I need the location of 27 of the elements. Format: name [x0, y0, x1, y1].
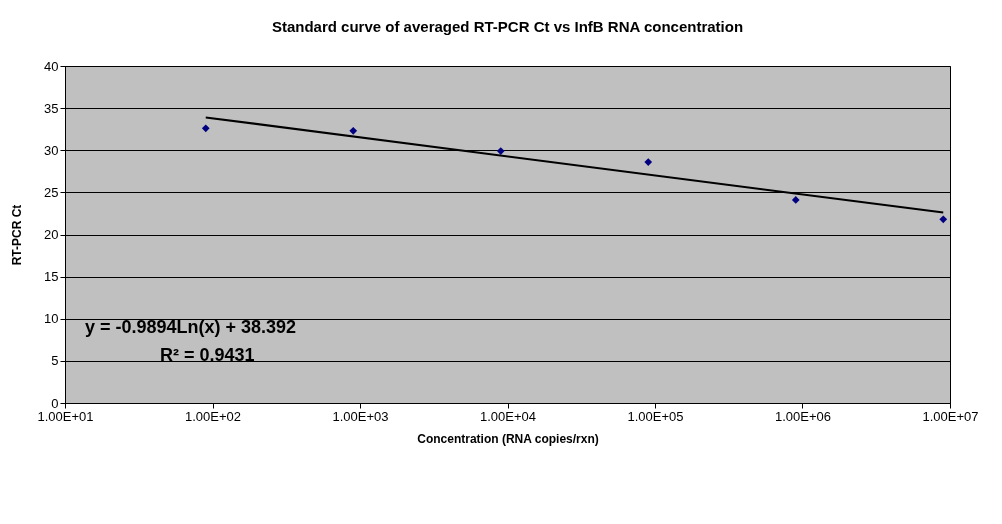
- annotation: R² = 0.9431: [160, 345, 255, 365]
- x-tick-label: 1.00E+01: [37, 408, 94, 424]
- y-tick-label: 10: [44, 311, 59, 327]
- y-tick-label: 25: [44, 184, 59, 200]
- point: [496, 147, 505, 155]
- y-axis-title: RT-PCR Ct: [10, 204, 25, 266]
- point: [791, 196, 800, 204]
- y-tick-label: 40: [44, 58, 59, 74]
- point: [201, 124, 210, 133]
- point: [349, 127, 358, 135]
- point: [939, 215, 948, 224]
- point: [644, 158, 653, 166]
- x-tick-label: 1.00E+02: [184, 408, 242, 424]
- annotation: y = -0.9894Ln(x) + 38.392: [85, 317, 297, 337]
- x-axis-title: Concentration (RNA copies/rxn): [417, 431, 599, 446]
- y-tick-label: 35: [44, 100, 59, 116]
- x-tick-label: 1.00E+06: [774, 408, 832, 424]
- y-tick-label: 5: [51, 353, 59, 369]
- y-tick-label: 15: [44, 269, 59, 285]
- y-tick-label: 0: [51, 395, 59, 411]
- y-tick-label: 20: [44, 227, 59, 242]
- x-tick-label: 1.00E+07: [922, 408, 979, 424]
- x-tick-label: 1.00E+05: [627, 408, 684, 424]
- x-tick-label: 1.00E+03: [332, 408, 389, 424]
- x-tick-label: 1.00E+04: [479, 408, 537, 424]
- y-tick-label: 30: [44, 142, 59, 158]
- chart-title: Standard curve of averaged RT-PCR Ct vs InfB RNA concentration: [271, 18, 744, 35]
